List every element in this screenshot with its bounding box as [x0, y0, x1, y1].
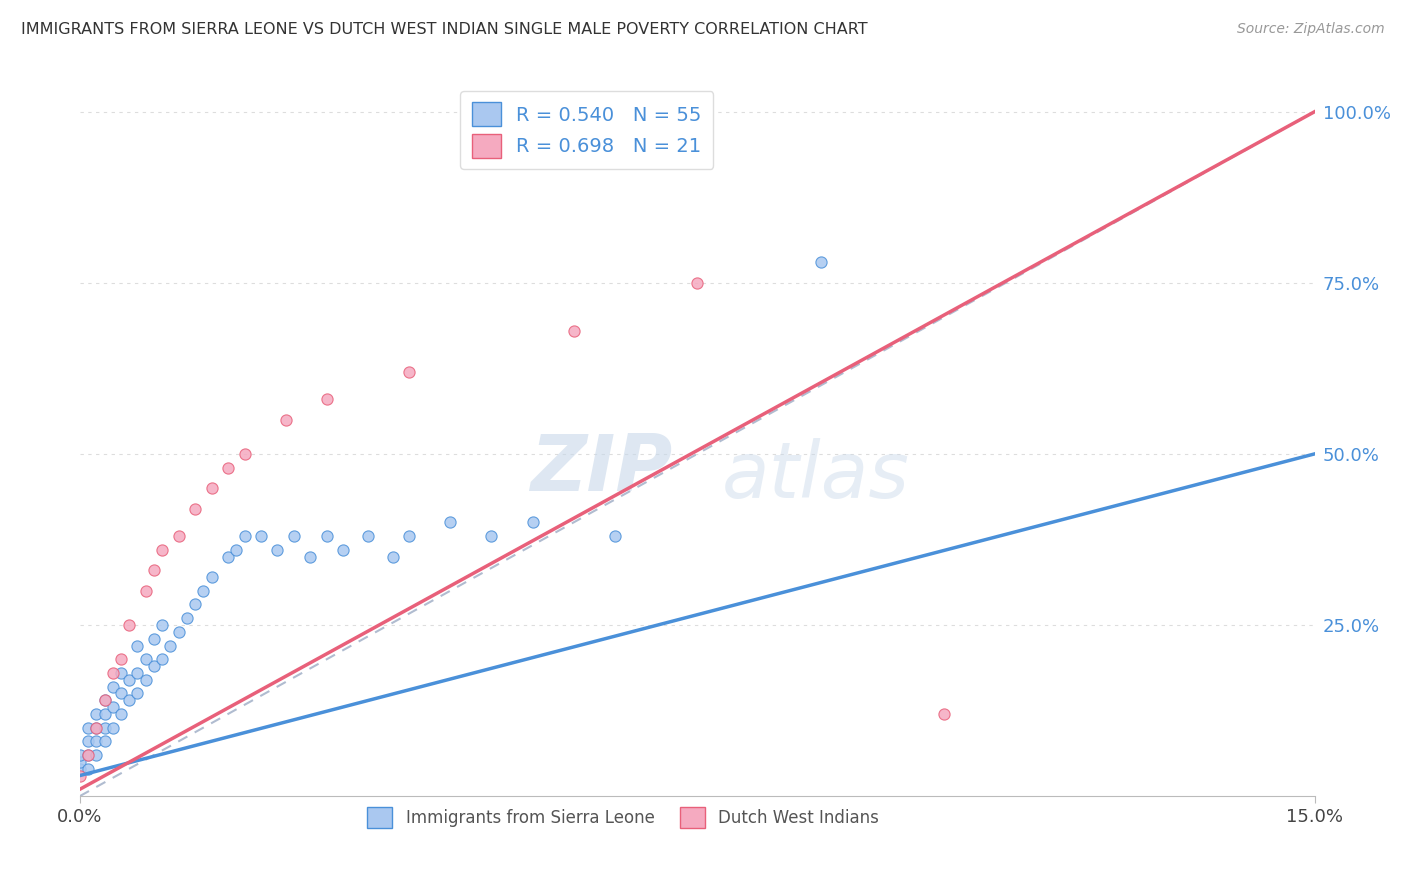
Point — [184, 501, 207, 516]
Point — [934, 706, 956, 721]
Point — [167, 529, 190, 543]
Text: IMMIGRANTS FROM SIERRA LEONE VS DUTCH WEST INDIAN SINGLE MALE POVERTY CORRELATIO: IMMIGRANTS FROM SIERRA LEONE VS DUTCH WE… — [21, 22, 868, 37]
Point — [86, 706, 108, 721]
Point — [283, 529, 305, 543]
Point — [315, 529, 337, 543]
Point — [101, 665, 124, 680]
Point — [562, 324, 585, 338]
Point — [142, 563, 165, 577]
Point — [266, 542, 288, 557]
Point — [118, 618, 141, 632]
Point — [200, 570, 222, 584]
Point — [93, 706, 115, 721]
Point — [69, 768, 91, 782]
Point — [86, 721, 108, 735]
Text: atlas: atlas — [721, 438, 910, 515]
Point — [398, 529, 420, 543]
Point — [233, 529, 256, 543]
Point — [159, 639, 181, 653]
Point — [142, 659, 165, 673]
Point — [299, 549, 322, 564]
Point — [77, 747, 100, 762]
Point — [93, 734, 115, 748]
Point — [127, 639, 149, 653]
Point — [274, 412, 297, 426]
Point — [150, 542, 173, 557]
Point — [86, 734, 108, 748]
Point — [135, 652, 157, 666]
Point — [110, 706, 132, 721]
Point — [69, 762, 91, 776]
Point — [127, 686, 149, 700]
Point — [77, 734, 100, 748]
Point — [217, 460, 239, 475]
Point — [193, 583, 215, 598]
Point — [86, 747, 108, 762]
Point — [381, 549, 404, 564]
Point — [77, 747, 100, 762]
Point — [357, 529, 380, 543]
Point — [77, 762, 100, 776]
Point — [69, 755, 91, 769]
Point — [118, 673, 141, 687]
Point — [200, 481, 222, 495]
Point — [250, 529, 273, 543]
Point — [150, 618, 173, 632]
Text: Source: ZipAtlas.com: Source: ZipAtlas.com — [1237, 22, 1385, 37]
Point — [439, 516, 461, 530]
Point — [93, 693, 115, 707]
Point — [315, 392, 337, 406]
Point — [93, 693, 115, 707]
Point — [167, 624, 190, 639]
Point — [93, 721, 115, 735]
Point — [101, 721, 124, 735]
Point — [118, 693, 141, 707]
Point — [110, 686, 132, 700]
Point — [233, 447, 256, 461]
Point — [69, 747, 91, 762]
Point — [481, 529, 503, 543]
Point — [184, 598, 207, 612]
Point — [686, 276, 709, 290]
Point — [142, 632, 165, 646]
Point — [603, 529, 626, 543]
Point — [127, 665, 149, 680]
Point — [135, 583, 157, 598]
Point — [86, 721, 108, 735]
Point — [522, 516, 544, 530]
Point — [225, 542, 247, 557]
Point — [398, 365, 420, 379]
Point — [176, 611, 198, 625]
Point — [135, 673, 157, 687]
Point — [101, 680, 124, 694]
Point — [150, 652, 173, 666]
Point — [217, 549, 239, 564]
Point — [77, 721, 100, 735]
Text: ZIP: ZIP — [530, 431, 672, 508]
Legend: Immigrants from Sierra Leone, Dutch West Indians: Immigrants from Sierra Leone, Dutch West… — [361, 801, 886, 835]
Point — [332, 542, 354, 557]
Point — [110, 665, 132, 680]
Point — [110, 652, 132, 666]
Point — [101, 700, 124, 714]
Point — [810, 255, 832, 269]
